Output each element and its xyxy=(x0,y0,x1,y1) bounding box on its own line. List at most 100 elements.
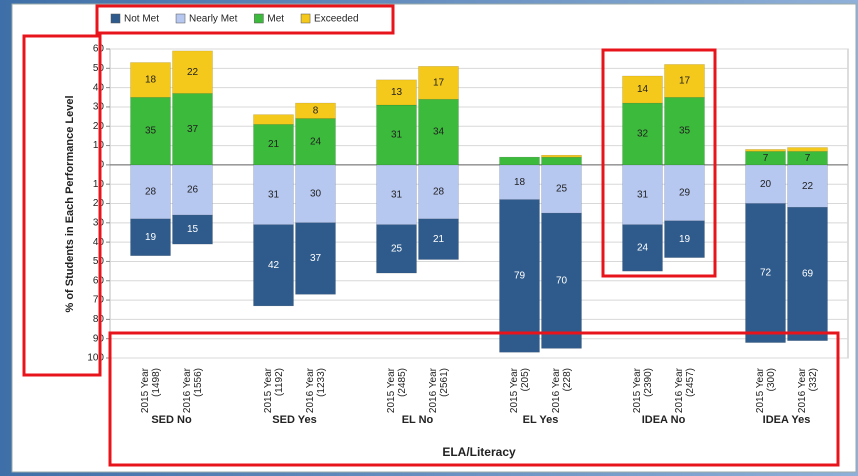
bar-shine xyxy=(745,164,786,204)
group-label: EL Yes xyxy=(523,414,559,426)
data-label: 31 xyxy=(637,189,649,200)
bar-shine xyxy=(541,213,582,349)
highlight-box xyxy=(108,331,840,467)
x-axis-title: ELA/Literacy xyxy=(442,445,516,459)
bar-shine xyxy=(745,149,786,152)
data-label: 79 xyxy=(514,271,526,282)
bar-shine xyxy=(418,218,459,260)
x-tick-label: (332) xyxy=(808,368,819,391)
data-label: 20 xyxy=(760,179,772,190)
data-label: 37 xyxy=(310,253,322,264)
data-label: 13 xyxy=(391,87,403,98)
bar-shine xyxy=(499,164,540,200)
y-tick-label: 100 xyxy=(87,353,104,364)
x-tick-label: (1498) xyxy=(151,368,162,397)
bar-shine xyxy=(376,79,417,106)
x-tick-label: 2015 Year xyxy=(755,367,766,413)
x-tick-label: (1556) xyxy=(193,368,204,397)
legend-swatch xyxy=(300,13,311,24)
data-label: 70 xyxy=(556,275,568,286)
bar-shine xyxy=(376,105,417,165)
bar-shine xyxy=(253,124,294,165)
x-tick-label: 2016 Year xyxy=(182,367,193,413)
bar-shine xyxy=(541,157,582,165)
data-label: 31 xyxy=(391,130,403,141)
x-tick-label: (300) xyxy=(766,368,777,391)
bar-shine xyxy=(253,164,294,225)
group-label: SED No xyxy=(151,414,192,426)
bar-shine xyxy=(130,164,171,219)
data-label: 35 xyxy=(679,126,691,137)
plot-area: 1009080706050403020100102030405060281935… xyxy=(87,44,849,426)
group-label: EL No xyxy=(402,414,434,426)
x-tick-label: (205) xyxy=(520,368,531,391)
data-label: 25 xyxy=(391,244,403,255)
data-label: 7 xyxy=(763,153,769,164)
x-tick-label: (1192) xyxy=(274,368,285,396)
x-tick-label: (228) xyxy=(562,368,573,391)
data-label: 37 xyxy=(187,124,199,135)
bar-shine xyxy=(664,64,705,98)
group-label: IDEA Yes xyxy=(763,414,811,426)
y-axis-title: % of Students in Each Performance Level xyxy=(64,95,76,312)
data-label: 72 xyxy=(760,268,772,279)
data-label: 21 xyxy=(433,234,445,245)
legend-swatch xyxy=(110,13,121,24)
data-label: 22 xyxy=(187,67,199,78)
data-label: 8 xyxy=(313,105,319,116)
bar-shine xyxy=(664,164,705,221)
bar-shine xyxy=(172,93,213,165)
bar-shine xyxy=(130,97,171,165)
data-label: 26 xyxy=(187,185,199,196)
data-label: 31 xyxy=(268,189,280,200)
bar-shine xyxy=(745,203,786,343)
data-label: 34 xyxy=(433,127,445,138)
highlight-box xyxy=(601,48,717,278)
bar-shine xyxy=(253,224,294,306)
data-label: 69 xyxy=(802,269,814,280)
bar-shine xyxy=(787,164,828,208)
data-label: 31 xyxy=(391,189,403,200)
bar-shine xyxy=(172,215,213,245)
data-label: 17 xyxy=(679,76,691,87)
legend-label: Nearly Met xyxy=(189,14,238,25)
bar-shine xyxy=(787,207,828,341)
bar-shine xyxy=(622,103,663,165)
bar-shine xyxy=(376,224,417,274)
data-label: 32 xyxy=(637,129,649,140)
x-tick-label: 2015 Year xyxy=(263,367,274,413)
data-label: 21 xyxy=(268,139,280,150)
x-tick-label: 2016 Year xyxy=(551,367,562,413)
legend-swatch xyxy=(175,13,186,24)
data-label: 18 xyxy=(145,75,157,86)
highlight-box xyxy=(95,4,395,35)
data-label: 42 xyxy=(268,260,280,271)
legend-label: Exceeded xyxy=(314,14,358,25)
data-label: 22 xyxy=(802,181,814,192)
x-tick-label: (2561) xyxy=(439,368,450,397)
bar-shine xyxy=(664,97,705,165)
legend-label: Not Met xyxy=(124,14,159,25)
bar-shine xyxy=(295,103,336,119)
data-label: 28 xyxy=(145,187,157,198)
x-tick-label: (2485) xyxy=(397,368,408,397)
data-label: 25 xyxy=(556,184,568,195)
bar-shine xyxy=(622,76,663,104)
x-tick-label: 2016 Year xyxy=(428,367,439,413)
x-tick-label: (2390) xyxy=(643,368,654,397)
data-label: 28 xyxy=(433,187,445,198)
bar-shine xyxy=(622,164,663,225)
x-tick-label: 2016 Year xyxy=(305,367,316,413)
x-tick-label: 2015 Year xyxy=(509,367,520,413)
data-label: 17 xyxy=(433,77,445,88)
bar-shine xyxy=(499,199,540,353)
bar-shine xyxy=(172,164,213,216)
bar-shine xyxy=(787,147,828,152)
x-tick-label: 2015 Year xyxy=(632,367,643,413)
bar-shine xyxy=(622,224,663,272)
bar-shine xyxy=(253,114,294,125)
data-label: 35 xyxy=(145,126,157,137)
data-label: 29 xyxy=(679,188,691,199)
bar-shine xyxy=(172,50,213,94)
